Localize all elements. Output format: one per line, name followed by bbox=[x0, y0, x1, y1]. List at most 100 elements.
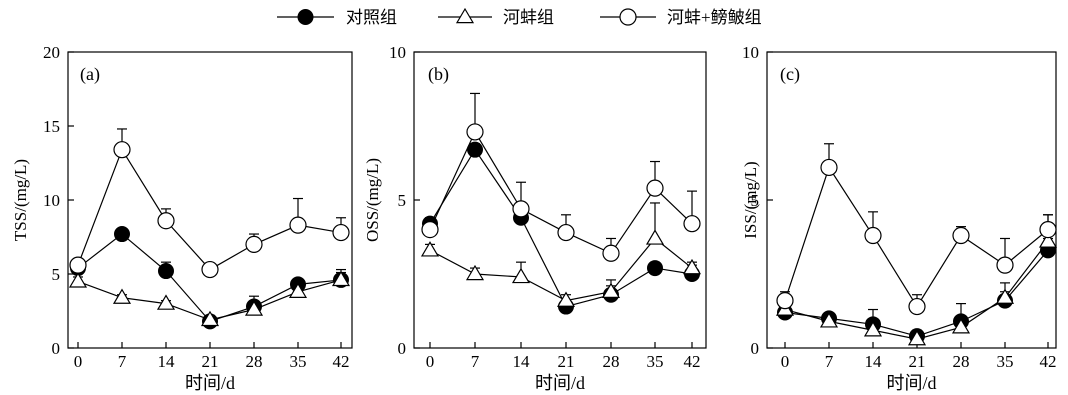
data-point bbox=[69, 256, 87, 274]
legend-marker bbox=[297, 9, 314, 25]
x-tick-label: 21 bbox=[558, 352, 575, 371]
data-point bbox=[647, 260, 663, 277]
series-line bbox=[77, 148, 342, 271]
y-axis-label: TSS/(mg/L) bbox=[11, 159, 30, 241]
panel-label: (b) bbox=[428, 64, 449, 85]
x-tick-label: 7 bbox=[118, 352, 127, 371]
data-point bbox=[682, 258, 702, 275]
x-tick-label: 0 bbox=[74, 352, 83, 371]
x-axis-label: 时间/d bbox=[185, 373, 235, 391]
series-open-triangle bbox=[775, 214, 1058, 346]
data-point bbox=[466, 123, 484, 141]
data-point bbox=[114, 226, 130, 243]
y-tick-label: 20 bbox=[43, 43, 60, 62]
legend-label: 河蚌组 bbox=[503, 8, 554, 27]
x-tick-label: 28 bbox=[603, 352, 620, 371]
data-point bbox=[113, 141, 131, 159]
data-point bbox=[465, 264, 485, 281]
x-tick-label: 21 bbox=[909, 352, 926, 371]
data-point bbox=[511, 267, 531, 284]
data-point bbox=[420, 241, 440, 257]
panel-label: (c) bbox=[780, 64, 800, 85]
data-point bbox=[683, 215, 701, 233]
data-point bbox=[112, 288, 132, 304]
x-tick-label: 35 bbox=[647, 352, 664, 371]
legend-marker bbox=[619, 8, 637, 26]
legend-entry: 河蚌组 bbox=[438, 7, 554, 27]
x-tick-label: 14 bbox=[158, 352, 176, 371]
data-point bbox=[908, 297, 926, 316]
data-point bbox=[68, 272, 88, 288]
y-axis-label: ISS/(mg/L) bbox=[741, 161, 760, 238]
y-tick-label: 0 bbox=[52, 339, 61, 358]
data-point bbox=[332, 223, 350, 242]
data-point bbox=[996, 256, 1014, 274]
legend-label: 对照组 bbox=[346, 8, 397, 27]
x-axis-label: 时间/d bbox=[535, 373, 585, 391]
data-point bbox=[245, 235, 263, 253]
data-point bbox=[421, 221, 439, 239]
data-point bbox=[864, 226, 882, 245]
legend-entry: 对照组 bbox=[277, 8, 397, 27]
y-tick-label: 10 bbox=[43, 191, 60, 210]
y-axis-label: OSS/(mg/L) bbox=[363, 158, 382, 242]
data-point bbox=[512, 200, 530, 218]
x-tick-label: 42 bbox=[333, 352, 350, 371]
x-tick-label: 35 bbox=[997, 352, 1014, 371]
y-tick-label: 10 bbox=[389, 43, 406, 62]
data-point bbox=[157, 212, 175, 230]
data-point bbox=[331, 270, 351, 287]
x-tick-label: 7 bbox=[825, 352, 834, 371]
data-point bbox=[244, 300, 264, 316]
data-point bbox=[602, 244, 620, 262]
x-tick-label: 28 bbox=[246, 352, 263, 371]
data-point bbox=[952, 226, 970, 245]
data-point bbox=[776, 292, 794, 310]
x-tick-label: 0 bbox=[426, 352, 435, 371]
y-tick-label: 5 bbox=[52, 265, 61, 284]
data-point bbox=[557, 223, 575, 242]
y-tick-label: 15 bbox=[43, 117, 60, 136]
series-filled-circle bbox=[777, 237, 1056, 345]
legend: 对照组 河蚌组 河蚌+鳑鲏组 bbox=[277, 7, 762, 27]
x-tick-label: 14 bbox=[513, 352, 531, 371]
data-point bbox=[201, 260, 219, 279]
data-point bbox=[1039, 221, 1057, 239]
y-tick-label: 0 bbox=[751, 339, 760, 358]
data-point bbox=[467, 141, 483, 158]
chart-panel-c: 0 5 10 0 7 14 21 28 35 42 时间/d ISS/(mg/L) (c) bbox=[741, 43, 1058, 393]
legend-label: 河蚌+鳑鲏组 bbox=[667, 8, 762, 27]
data-point bbox=[995, 288, 1015, 304]
data-point bbox=[288, 282, 308, 298]
data-point bbox=[289, 216, 307, 234]
series-open-circle bbox=[69, 128, 350, 279]
series-open-circle bbox=[421, 92, 701, 262]
plot-frame bbox=[67, 51, 353, 349]
x-tick-label: 21 bbox=[202, 352, 219, 371]
panel-label: (a) bbox=[80, 64, 100, 85]
legend-marker bbox=[455, 7, 475, 24]
x-tick-label: 42 bbox=[1040, 352, 1057, 371]
data-point bbox=[556, 291, 576, 307]
chart-panel-a: 0 5 10 15 20 0 7 14 21 28 35 42 时间/d TSS/(mg/L) (a) bbox=[11, 43, 353, 393]
data-point bbox=[645, 229, 665, 245]
y-tick-label: 0 bbox=[398, 339, 407, 358]
data-point bbox=[819, 312, 839, 328]
series-line bbox=[784, 166, 1049, 308]
data-point bbox=[601, 282, 621, 298]
x-tick-label: 35 bbox=[290, 352, 307, 371]
data-point bbox=[200, 310, 220, 327]
data-point bbox=[951, 318, 971, 334]
x-tick-label: 28 bbox=[953, 352, 970, 371]
y-tick-label: 5 bbox=[398, 191, 407, 210]
data-point bbox=[1038, 232, 1058, 248]
series-open-triangle bbox=[420, 202, 702, 307]
data-point bbox=[907, 329, 927, 346]
chart-panel-b: 0 5 10 0 7 14 21 28 35 42 时间/d OSS/(mg/L) (b) bbox=[363, 43, 707, 393]
x-tick-label: 7 bbox=[471, 352, 480, 371]
data-point bbox=[646, 179, 664, 197]
x-tick-label: 0 bbox=[781, 352, 790, 371]
data-point bbox=[158, 263, 174, 280]
